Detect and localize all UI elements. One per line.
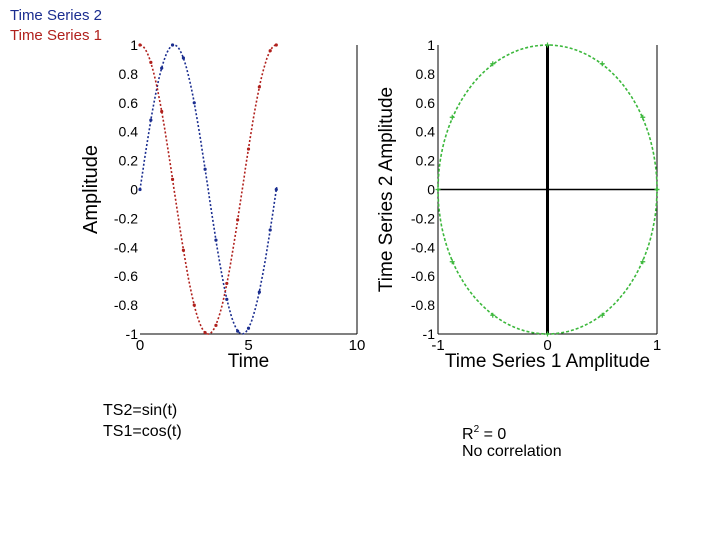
series-ts2-point [214, 238, 218, 242]
phase-point [490, 312, 496, 318]
chart2-ytick-label: -0.6 [411, 268, 435, 284]
chart2-ytick-label: -1 [423, 326, 436, 342]
chart2-ytick-label: 0.6 [416, 95, 436, 111]
chart2-xtick-label: -1 [431, 337, 444, 354]
phase-point [435, 187, 441, 192]
series-ts1-point [203, 330, 207, 335]
chart1-xtick-label: 10 [349, 337, 366, 354]
r-squared-superscript: 2 [473, 424, 480, 435]
chart2-xlabel: Time Series 1 Amplitude [445, 351, 650, 372]
series-ts2-point [170, 43, 175, 47]
series-ts1-point [181, 248, 185, 252]
chart1-ytick-label: 1 [130, 37, 138, 53]
series-ts1-point [225, 281, 229, 286]
series-ts1-point [268, 49, 272, 53]
series-ts2-point [138, 187, 142, 192]
equation-ts1: TS1=cos(t) [103, 423, 182, 440]
series-ts2-point [274, 187, 278, 192]
phase-point [599, 312, 605, 318]
series-ts1-point [160, 109, 164, 114]
phase-point [640, 114, 646, 120]
chart2-ytick-label: -0.4 [411, 239, 435, 255]
correlation-note: No correlation [462, 443, 562, 460]
series-ts1-point [246, 147, 251, 151]
phase-point [449, 114, 455, 120]
chart2-ytick-label: 0 [427, 182, 435, 198]
series-ts2-point [257, 290, 261, 294]
chart2-ytick-label: -0.8 [411, 297, 435, 313]
series-ts1-point [236, 218, 240, 222]
series-ts1-point [138, 43, 142, 47]
chart2-ytick-label: 0.4 [416, 124, 436, 140]
chart1-ytick-label: -0.6 [114, 268, 138, 284]
chart2-ytick-label: 0.8 [416, 66, 436, 82]
series-ts2-point [268, 228, 272, 232]
series-ts2-point [192, 101, 196, 105]
legend-series-1: Time Series 1 [10, 27, 102, 44]
series-ts2-line [139, 44, 278, 335]
chart1-ytick-label: 0.2 [119, 153, 139, 169]
series-ts1-point [257, 85, 261, 89]
r-squared-value: = 0 [479, 426, 507, 443]
series-ts2-point [160, 66, 164, 70]
chart1-ytick-label: 0.8 [119, 66, 139, 82]
series-ts2-point [246, 326, 251, 330]
phase-point [599, 61, 605, 67]
phase-point [545, 42, 550, 48]
phase-point [654, 187, 660, 192]
legend-series-2: Time Series 2 [10, 7, 102, 24]
series-ts1-point [170, 177, 175, 181]
chart2-xtick-label: 1 [653, 337, 661, 354]
series-ts2-point [149, 118, 153, 122]
series-ts2-point [203, 167, 207, 171]
chart2-ylabel: Time Series 2 Amplitude [376, 87, 397, 292]
chart2-ytick-label: 0.2 [416, 153, 436, 169]
series-ts1-point [214, 323, 218, 327]
chart2-ytick-label: 1 [427, 37, 435, 53]
chart1-ytick-label: -0.4 [114, 239, 138, 255]
phase-point [640, 259, 646, 265]
r-squared-label: R2 = 0 [462, 419, 506, 445]
series-ts2-point [236, 329, 240, 333]
series-ts1-point [192, 303, 196, 307]
equation-ts2: TS2=sin(t) [103, 402, 178, 419]
chart1-ytick-label: -0.2 [114, 210, 138, 226]
series-ts1-line [139, 44, 277, 335]
series-ts2-point [225, 297, 229, 301]
chart2-xtick-label: 0 [543, 337, 551, 354]
series-ts1-point [274, 43, 278, 47]
r-squared-letter: R [462, 426, 474, 443]
chart1-ytick-label: 0.6 [119, 95, 139, 111]
chart1-xtick-label: 5 [244, 337, 252, 354]
chart1-ytick-label: -1 [126, 326, 139, 342]
chart1-xtick-label: 0 [136, 337, 144, 354]
chart1-xlabel: Time [228, 351, 270, 372]
chart1-ylabel: Amplitude [80, 145, 102, 234]
chart1-ytick-label: -0.8 [114, 297, 138, 313]
chart2-ytick-label: -0.2 [411, 210, 435, 226]
phase-point [449, 259, 455, 265]
chart1-ytick-label: 0.4 [119, 124, 139, 140]
phase-point [545, 331, 550, 337]
series-ts2-point [181, 56, 185, 60]
series-ts1-point [149, 60, 153, 64]
phase-point [490, 61, 496, 67]
chart1-ytick-label: 0 [130, 182, 138, 198]
